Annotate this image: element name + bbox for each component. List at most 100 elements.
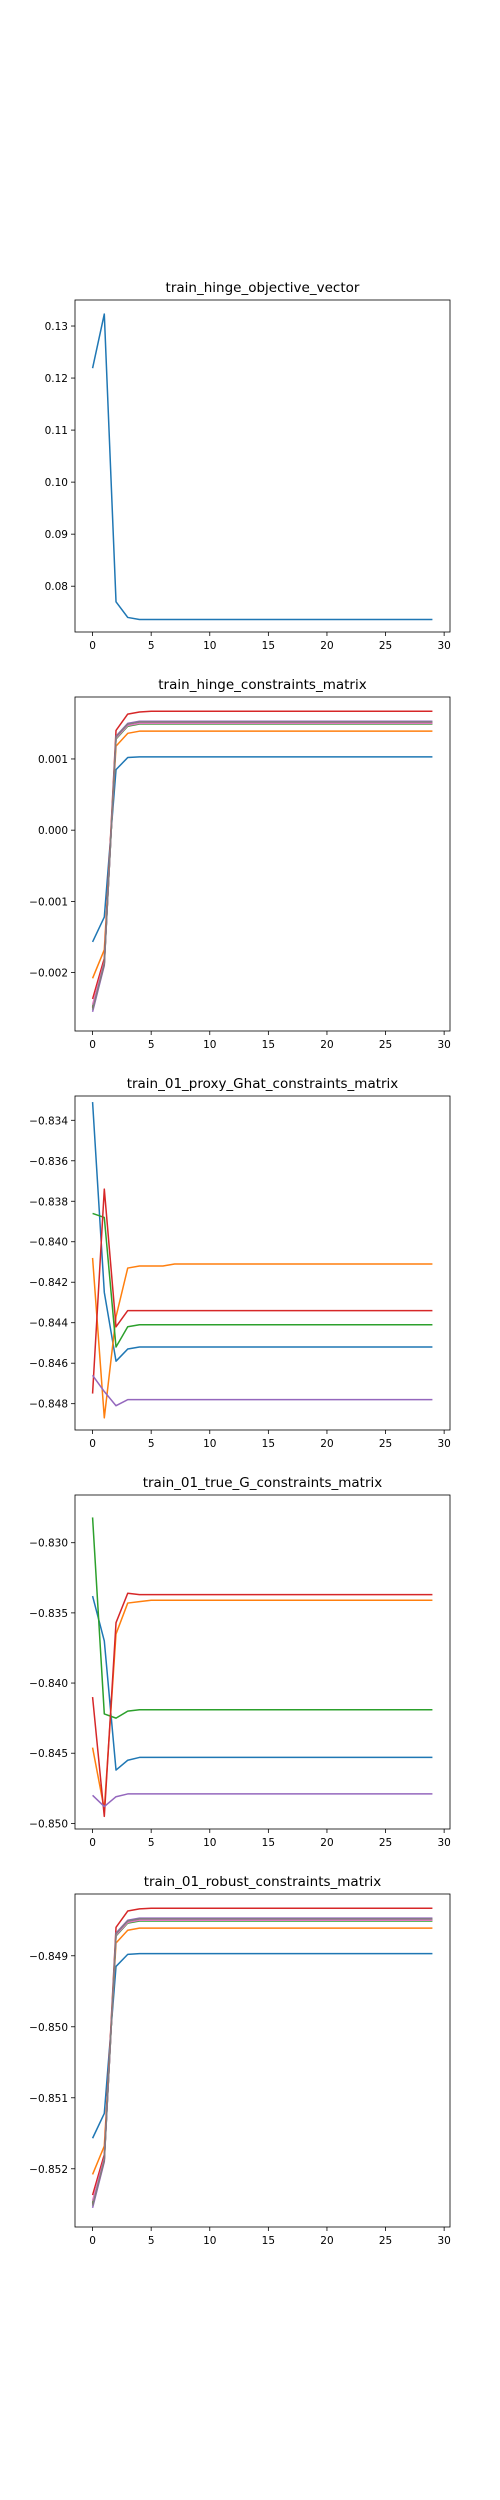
y-tick-label: −0.836 — [29, 1156, 68, 1168]
x-tick-label: 0 — [89, 1438, 96, 1450]
x-tick-label: 30 — [437, 1837, 450, 1849]
y-tick-label: −0.846 — [29, 1358, 68, 1370]
chart-1: train_hinge_objective_vector 0 5 10 15 20 25 30… — [45, 280, 451, 652]
y-tick-label: −0.850 — [29, 1818, 68, 1830]
axes-frame — [74, 696, 451, 1032]
y-tick-label: −0.830 — [29, 1538, 68, 1550]
y-tick-label: −0.850 — [29, 2022, 68, 2034]
y-tick-label: 0.09 — [45, 529, 68, 541]
x-tick-label: 15 — [262, 2235, 275, 2247]
y-tick-label: −0.838 — [29, 1196, 68, 1208]
y-tick-label: −0.840 — [29, 1237, 68, 1249]
x-tick-label: 15 — [262, 640, 275, 652]
y-tick-label: −0.002 — [29, 968, 68, 980]
x-tick-label: 25 — [379, 1039, 392, 1051]
series-line-2 — [91, 1257, 433, 1419]
x-tick-label: 0 — [89, 1039, 96, 1051]
x-tick-label: 10 — [203, 1837, 216, 1849]
chart-2: train_hinge_constraints_matrix 0 5 10 15 20 25… — [29, 677, 451, 1051]
x-tick-label: 20 — [320, 1837, 333, 1849]
chart-3: train_01_proxy_Ghat_constraints_matrix 0 5… — [29, 1076, 451, 1450]
chart-title: train_01_proxy_Ghat_constraints_matrix — [127, 1076, 399, 1092]
y-tick-label: −0.835 — [29, 1608, 68, 1620]
series-line-1 — [91, 313, 433, 621]
series-line-8 — [91, 1918, 433, 2206]
series-line-1 — [91, 1952, 433, 2139]
x-tick-label: 10 — [203, 1039, 216, 1051]
y-tick-label: −0.840 — [29, 1678, 68, 1690]
series-line-1 — [91, 756, 433, 943]
x-tick-label: 20 — [320, 640, 333, 652]
y-tick-label: −0.845 — [29, 1748, 68, 1760]
axes-frame — [74, 299, 451, 633]
x-tick-label: 25 — [379, 640, 392, 652]
y-tick-label: −0.852 — [29, 2164, 68, 2176]
x-tick-label: 10 — [203, 2235, 216, 2247]
y-tick-label: −0.842 — [29, 1277, 68, 1289]
series-line-1 — [91, 1102, 433, 1362]
x-tick-label: 15 — [262, 1837, 275, 1849]
y-tick-label: 0.08 — [45, 581, 68, 593]
y-tick-label: −0.834 — [29, 1115, 68, 1127]
series-line-2 — [91, 1927, 433, 2175]
series-line-8 — [91, 721, 433, 1010]
series-line-5 — [92, 1793, 433, 1808]
x-tick-label: 30 — [437, 640, 450, 652]
x-tick-label: 20 — [320, 1438, 333, 1450]
series-line-3 — [91, 1517, 433, 1719]
x-tick-label: 10 — [203, 640, 216, 652]
series-line-4 — [91, 710, 433, 1000]
chart-4: train_01_true_G_constraints_matrix 0 5 10 15… — [29, 1475, 451, 1849]
series-line-5 — [91, 1374, 433, 1407]
series-line-7 — [91, 1919, 433, 2201]
x-tick-label: 20 — [320, 1039, 333, 1051]
y-tick-label: −0.844 — [29, 1318, 68, 1330]
x-tick-label: 10 — [203, 1438, 216, 1450]
y-tick-label: 0.11 — [45, 425, 68, 437]
y-tick-label: −0.851 — [29, 2093, 68, 2105]
axes-frame — [74, 1095, 451, 1431]
x-tick-label: 25 — [379, 1837, 392, 1849]
series-line-7 — [91, 722, 433, 1005]
y-tick-label: 0.001 — [38, 754, 68, 766]
chart-title: train_hinge_objective_vector — [166, 280, 360, 296]
chart-5: train_01_robust_constraints_matrix 0 5 10 15… — [29, 1874, 451, 2247]
series-group — [91, 1907, 433, 2209]
y-tick-label: −0.848 — [29, 1399, 68, 1411]
series-group — [91, 1102, 433, 1419]
chart-title: train_01_true_G_constraints_matrix — [143, 1475, 383, 1491]
x-tick-label: 5 — [148, 1438, 155, 1450]
axes-frame — [74, 1893, 451, 2228]
x-tick-label: 30 — [437, 1039, 450, 1051]
series-group — [91, 313, 433, 621]
series-group — [91, 1517, 433, 1818]
series-line-4 — [91, 1592, 433, 1818]
series-line-2 — [91, 1599, 433, 1811]
y-tick-label: 0.13 — [45, 321, 68, 333]
axes-frame — [74, 1494, 451, 1830]
series-line-4 — [91, 1188, 433, 1394]
series-group — [91, 710, 433, 1012]
x-tick-label: 15 — [262, 1039, 275, 1051]
x-tick-label: 5 — [148, 2235, 155, 2247]
x-tick-label: 5 — [148, 1837, 155, 1849]
x-tick-label: 0 — [89, 640, 96, 652]
series-line-2 — [91, 730, 433, 979]
y-tick-label: 0.12 — [45, 373, 68, 385]
x-tick-label: 15 — [262, 1438, 275, 1450]
x-tick-label: 30 — [437, 2235, 450, 2247]
x-tick-label: 25 — [379, 2235, 392, 2247]
y-tick-label: −0.001 — [29, 896, 68, 908]
series-line-4 — [91, 1907, 433, 2196]
y-tick-label: 0.10 — [45, 477, 68, 489]
x-tick-label: 30 — [437, 1438, 450, 1450]
x-tick-label: 0 — [89, 1837, 96, 1849]
x-tick-label: 25 — [379, 1438, 392, 1450]
x-tick-label: 5 — [148, 640, 155, 652]
x-tick-label: 5 — [148, 1039, 155, 1051]
y-tick-label: 0.000 — [38, 825, 68, 837]
series-line-3 — [92, 1212, 433, 1348]
x-tick-label: 20 — [320, 2235, 333, 2247]
